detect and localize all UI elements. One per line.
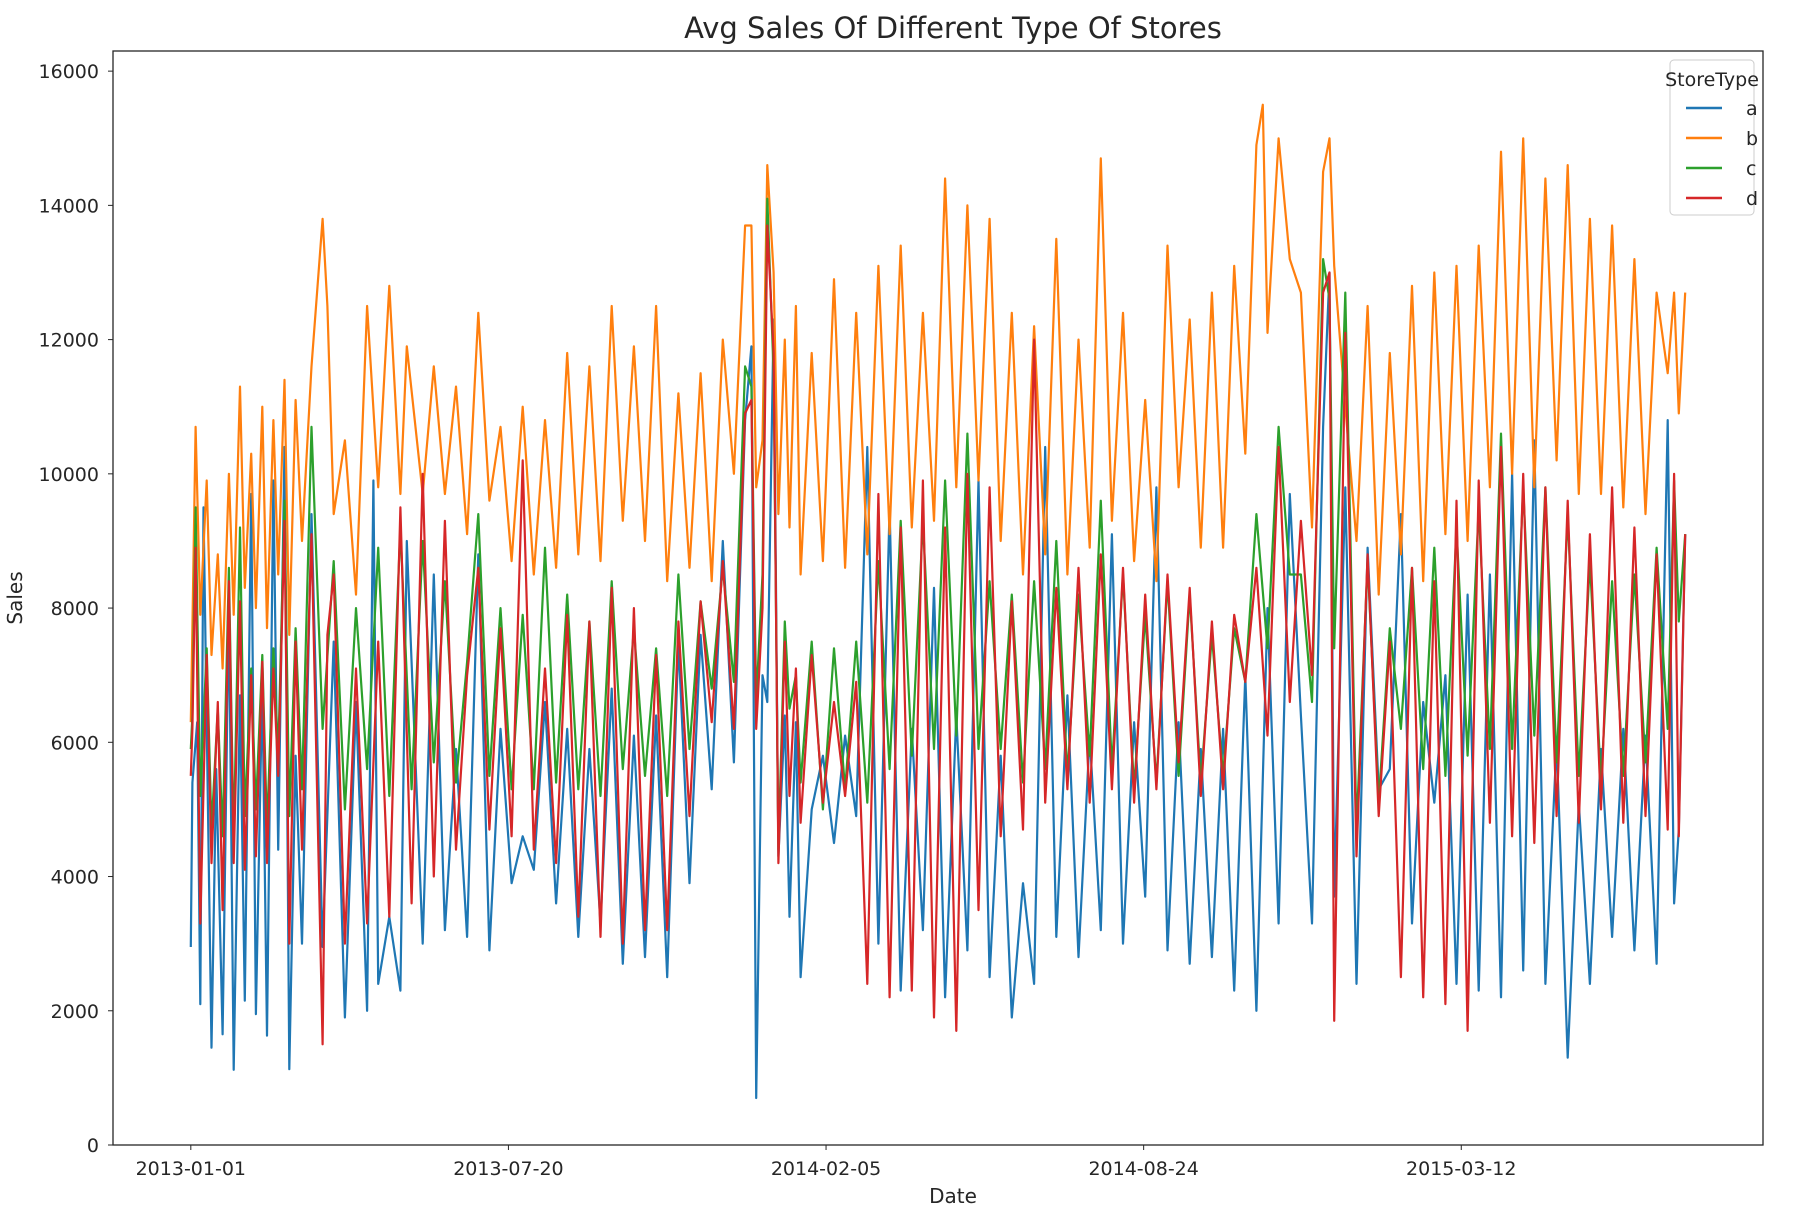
x-tick-label: 2013-07-20 [453, 1158, 563, 1180]
y-axis-title: Sales [3, 571, 27, 624]
y-tick-label: 8000 [51, 598, 99, 620]
series-line-b [189, 103, 1687, 723]
y-tick-label: 10000 [39, 464, 99, 486]
plot-lines [189, 103, 1687, 1100]
y-tick-label: 14000 [39, 195, 99, 217]
y-axis: 0 2000 4000 6000 8000 10000 12000 14000 16000 [39, 61, 113, 1157]
y-tick-label: 0 [87, 1135, 99, 1157]
x-axis-title: Date [929, 1184, 977, 1208]
series-line-c [189, 197, 1687, 851]
legend-label-b: b [1746, 128, 1758, 150]
y-tick-label: 12000 [39, 330, 99, 352]
y-tick-label: 2000 [51, 1001, 99, 1023]
x-axis: 2013-01-01 2013-07-20 2014-02-05 2014-08-24… [136, 1145, 1516, 1180]
x-tick-label: 2014-02-05 [771, 1158, 881, 1180]
legend-label-c: c [1746, 158, 1756, 180]
y-tick-label: 4000 [51, 867, 99, 889]
legend-label-a: a [1746, 98, 1758, 120]
x-tick-label: 2015-03-12 [1406, 1158, 1516, 1180]
series-line-d [189, 224, 1687, 1046]
x-tick-label: 2013-01-01 [136, 1158, 246, 1180]
x-tick-label: 2014-08-24 [1088, 1158, 1198, 1180]
legend-title: StoreType [1665, 69, 1759, 91]
legend-label-d: d [1746, 188, 1758, 210]
y-tick-label: 6000 [51, 732, 99, 754]
y-tick-label: 16000 [39, 61, 99, 83]
chart-title: Avg Sales Of Different Type Of Stores [684, 11, 1222, 45]
plot-frame [112, 50, 1764, 1146]
series-line-a [189, 271, 1687, 1100]
